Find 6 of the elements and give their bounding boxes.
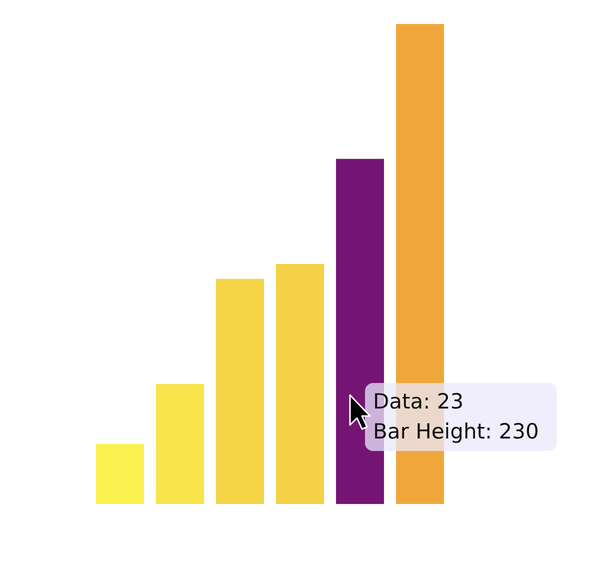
bar: [96, 444, 144, 504]
annotation: Data: 23: [373, 390, 464, 414]
bar: [216, 278, 264, 504]
bar: [276, 264, 324, 504]
annotation: Bar Height: 230: [373, 420, 539, 444]
bar: [156, 384, 204, 504]
